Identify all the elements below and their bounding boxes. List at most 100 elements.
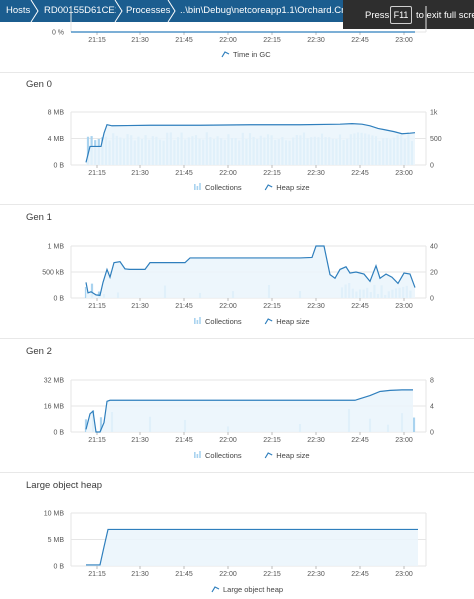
breadcrumb-separator-icon <box>30 0 39 23</box>
fullscreen-notice-suffix: to exit full screen <box>416 10 474 21</box>
legend-label: Collections <box>205 183 242 192</box>
left-axis-tick-label: 32 MB <box>44 378 65 385</box>
x-axis-tick-label: 23:00 <box>395 37 413 44</box>
section-divider <box>0 338 474 339</box>
heap-area <box>86 529 418 566</box>
left-axis-tick-label: 0 B <box>53 564 64 571</box>
legend-bar-swatch-icon <box>199 317 201 324</box>
x-axis-tick-label: 22:30 <box>307 571 325 578</box>
x-axis-tick-label: 21:45 <box>175 303 193 310</box>
section-divider <box>0 204 474 205</box>
x-axis-tick-label: 23:00 <box>395 303 413 310</box>
collection-bar <box>99 417 103 432</box>
x-axis-tick-label: 22:45 <box>351 170 369 177</box>
x-axis-tick-label: 21:15 <box>88 303 106 310</box>
x-axis-tick-label: 22:15 <box>263 37 281 44</box>
series-line <box>85 123 416 163</box>
x-axis-tick-label: 21:45 <box>175 170 193 177</box>
x-axis-tick-label: 22:00 <box>219 37 237 44</box>
right-axis-tick-label: 40 <box>430 244 438 251</box>
x-axis-tick-label: 23:00 <box>395 170 413 177</box>
x-axis-tick-label: 23:00 <box>395 571 413 578</box>
heap-area <box>86 123 415 165</box>
x-axis-tick-label: 22:00 <box>219 303 237 310</box>
breadcrumb-processes[interactable]: Processes <box>126 5 170 16</box>
left-axis-tick-label: 0 B <box>53 430 64 437</box>
x-axis-tick-label: 21:30 <box>131 37 149 44</box>
legend-bar-swatch-icon <box>199 451 201 458</box>
legend-label: Heap size <box>276 317 309 326</box>
x-axis-tick-label: 22:15 <box>263 437 281 444</box>
x-axis-tick-label: 22:30 <box>307 37 325 44</box>
f11-key-badge: F11 <box>390 6 412 24</box>
legend-label: Time in GC <box>233 50 271 59</box>
legend-label: Collections <box>205 451 242 460</box>
right-axis-tick-label: 0 <box>430 296 434 303</box>
legend-line-swatch-icon <box>211 586 220 593</box>
x-axis-tick-label: 21:45 <box>175 571 193 578</box>
x-axis-tick-label: 21:30 <box>131 303 149 310</box>
x-axis-tick-label: 22:30 <box>307 170 325 177</box>
left-axis-tick-label: 0 B <box>53 163 64 170</box>
x-axis-tick-label: 21:30 <box>131 170 149 177</box>
x-axis-tick-label: 22:45 <box>351 37 369 44</box>
legend-bar-swatch-icon <box>194 318 196 324</box>
x-axis-tick-label: 22:30 <box>307 303 325 310</box>
x-axis-tick-label: 21:45 <box>175 437 193 444</box>
right-axis-tick-label: 8 <box>430 378 434 385</box>
left-axis-tick-label: 5 MB <box>48 537 65 544</box>
breadcrumb-separator-icon <box>167 0 176 23</box>
series-line <box>86 528 418 566</box>
right-axis-tick-label: 4 <box>430 404 434 411</box>
x-axis-tick-label: 21:30 <box>131 437 149 444</box>
legend-bar-swatch-icon <box>196 454 199 458</box>
x-axis-tick-label: 23:00 <box>395 437 413 444</box>
breadcrumb-host-name[interactable]: RD00155D61CE17 <box>44 5 116 16</box>
section-title-gen0: Gen 0 <box>26 79 52 90</box>
fullscreen-notice-prefix: Press <box>365 10 390 21</box>
legend-label: Heap size <box>276 183 309 192</box>
legend-bar-swatch-icon <box>199 183 201 190</box>
left-axis-tick-label: 1 MB <box>48 244 65 251</box>
legend-line-swatch-icon <box>264 452 273 459</box>
left-axis-tick-label: 16 MB <box>44 404 65 411</box>
collection-bar <box>412 417 416 432</box>
x-axis-tick-label: 22:45 <box>351 303 369 310</box>
series-line <box>85 245 416 297</box>
legend-line-swatch-icon <box>221 51 230 58</box>
legend-line-swatch-icon <box>264 184 273 191</box>
heap-area <box>86 246 415 298</box>
legend-label: Collections <box>205 317 242 326</box>
x-axis-tick-label: 22:45 <box>351 571 369 578</box>
legend-bar-swatch-icon <box>196 320 199 324</box>
x-axis-tick-label: 22:00 <box>219 170 237 177</box>
x-axis-tick-label: 22:30 <box>307 437 325 444</box>
breadcrumb-hosts[interactable]: Hosts <box>6 5 31 16</box>
x-axis-tick-label: 22:00 <box>219 437 237 444</box>
section-title-gen1: Gen 1 <box>26 212 52 223</box>
series-line <box>85 389 413 433</box>
x-axis-tick-label: 21:15 <box>88 437 106 444</box>
x-axis-tick-label: 21:45 <box>175 37 193 44</box>
section-divider <box>0 472 474 473</box>
legend-label: Heap size <box>276 451 309 460</box>
legend-label: Large object heap <box>223 585 283 594</box>
left-axis-tick-label: 8 MB <box>48 110 65 117</box>
right-axis-tick-label: 500 <box>430 136 442 143</box>
x-axis-tick-label: 21:30 <box>131 571 149 578</box>
collection-bar <box>84 419 88 432</box>
x-axis-tick-label: 21:15 <box>88 170 106 177</box>
right-axis-tick-label: 0 <box>430 163 434 170</box>
right-axis-tick-label: 20 <box>430 270 438 277</box>
x-axis-tick-label: 22:15 <box>263 303 281 310</box>
right-axis-tick-label: 1k <box>430 110 438 117</box>
legend-bar-swatch-icon <box>194 452 196 458</box>
collection-bar <box>90 283 94 298</box>
x-axis-tick-label: 22:00 <box>219 571 237 578</box>
breadcrumb-process-path[interactable]: ..\bin\Debug\netcoreapp1.1\Orchard.Cms.W… <box>180 5 343 16</box>
collection-bar <box>86 136 90 165</box>
